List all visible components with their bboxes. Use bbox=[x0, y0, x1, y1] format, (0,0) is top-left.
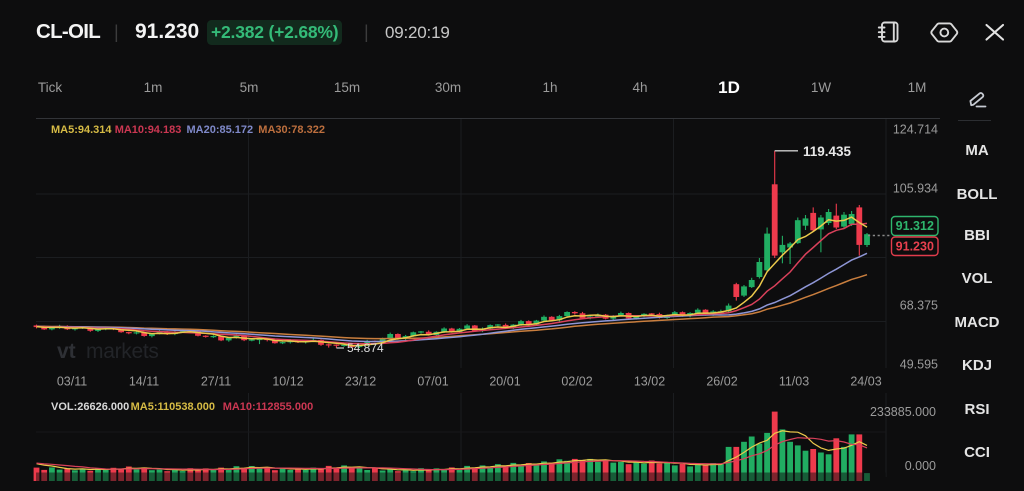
svg-text:markets: markets bbox=[86, 340, 159, 363]
svg-text:03/11: 03/11 bbox=[57, 375, 87, 389]
svg-text:105.934: 105.934 bbox=[893, 182, 938, 196]
svg-text:91.230: 91.230 bbox=[896, 240, 934, 254]
svg-text:02/02: 02/02 bbox=[561, 375, 592, 389]
svg-text:0.000: 0.000 bbox=[905, 459, 936, 473]
svg-text:68.375: 68.375 bbox=[900, 299, 938, 313]
svg-text:07/01: 07/01 bbox=[417, 375, 448, 389]
svg-text:20/01: 20/01 bbox=[489, 375, 520, 389]
svg-text:MA5:94.314: MA5:94.314 bbox=[51, 124, 112, 136]
svg-text:MA20:85.172: MA20:85.172 bbox=[187, 124, 254, 136]
svg-text:vt: vt bbox=[57, 340, 76, 363]
svg-text:10/12: 10/12 bbox=[272, 375, 303, 389]
svg-text:26/02: 26/02 bbox=[706, 375, 737, 389]
svg-text:14/11: 14/11 bbox=[129, 375, 159, 389]
svg-text:23/12: 23/12 bbox=[345, 375, 376, 389]
svg-text:124.714: 124.714 bbox=[893, 123, 938, 137]
svg-text:24/03: 24/03 bbox=[850, 375, 881, 389]
svg-text:MA5:110538.000: MA5:110538.000 bbox=[131, 401, 215, 413]
svg-text:13/02: 13/02 bbox=[634, 375, 665, 389]
svg-text:VOL:26626.000: VOL:26626.000 bbox=[51, 401, 129, 413]
svg-text:27/11: 27/11 bbox=[201, 375, 231, 389]
svg-text:MA10:94.183: MA10:94.183 bbox=[115, 124, 182, 136]
svg-text:54.874: 54.874 bbox=[347, 341, 384, 355]
svg-text:233885.000: 233885.000 bbox=[870, 405, 936, 419]
svg-text:MA30:78.322: MA30:78.322 bbox=[258, 124, 325, 136]
svg-text:11/03: 11/03 bbox=[779, 375, 809, 389]
svg-text:119.435: 119.435 bbox=[803, 144, 852, 159]
svg-text:MA10:112855.000: MA10:112855.000 bbox=[223, 401, 314, 413]
svg-text:91.312: 91.312 bbox=[896, 219, 934, 233]
svg-text:49.595: 49.595 bbox=[900, 358, 938, 372]
